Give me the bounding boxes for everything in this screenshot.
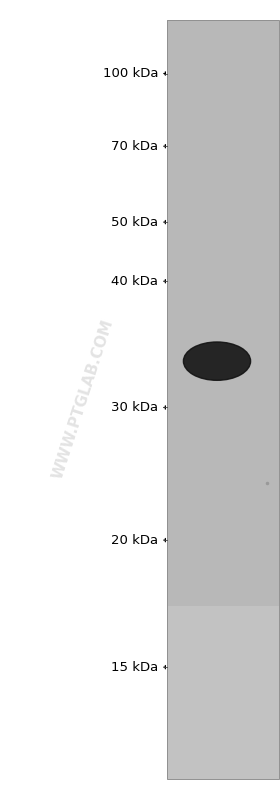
Text: 40 kDa: 40 kDa: [111, 275, 158, 288]
Ellipse shape: [183, 342, 251, 380]
Bar: [167, 606, 279, 779]
Text: 20 kDa: 20 kDa: [111, 534, 158, 547]
Text: 50 kDa: 50 kDa: [111, 216, 158, 229]
Bar: [167, 20, 279, 779]
Text: 15 kDa: 15 kDa: [111, 661, 158, 674]
Bar: [167, 20, 279, 606]
Text: 70 kDa: 70 kDa: [111, 140, 158, 153]
Text: WWW.PTGLAB.COM: WWW.PTGLAB.COM: [50, 318, 116, 481]
Text: 100 kDa: 100 kDa: [103, 67, 158, 80]
Text: 30 kDa: 30 kDa: [111, 401, 158, 414]
